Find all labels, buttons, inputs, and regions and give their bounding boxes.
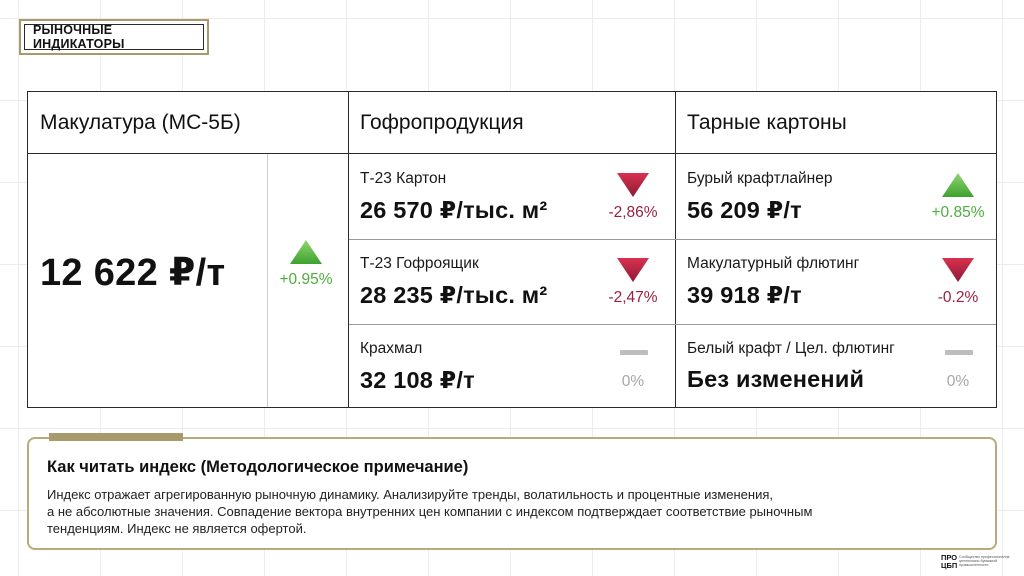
note-line: а не абсолютные значения. Совпадение век… <box>47 504 813 519</box>
logo-line: ПРО <box>941 553 958 562</box>
makulatura-price: 12 622 ₽/т <box>40 252 226 294</box>
header-gofro: Гофропродукция <box>360 111 524 134</box>
header-makulatura: Макулатура (МС-5Б) <box>40 111 241 134</box>
karton-label: Белый крафт / Цел. флютинг <box>687 340 895 357</box>
note-text: Индекс отражает агрегированную рыночную … <box>47 486 977 537</box>
karton-change: -0.2% <box>937 289 979 306</box>
arrow-up-icon <box>290 240 322 264</box>
procbp-logo: ПРО ЦБП Сообщество профессионалов целлюл… <box>941 554 1021 572</box>
karton-label: Макулатурный флютинг <box>687 255 860 272</box>
row-divider <box>349 324 996 325</box>
no-change-icon <box>945 350 973 355</box>
column-divider <box>675 92 676 407</box>
gofro-label: Крахмал <box>360 340 423 357</box>
no-change-icon <box>620 350 648 355</box>
header-karton: Тарные картоны <box>687 111 847 134</box>
gofro-price: 32 108 ₽/т <box>360 367 475 393</box>
logo-mark: ПРО ЦБП <box>941 554 957 570</box>
column-divider <box>348 92 349 407</box>
gofro-price: 26 570 ₽/тыс. м² <box>360 197 548 223</box>
gofro-label: Т-23 Картон <box>360 170 447 187</box>
arrow-down-icon <box>617 173 649 197</box>
logo-subtitle: Сообщество профессионалов целлюлозно-бум… <box>959 555 1010 567</box>
note-title: Как читать индекс (Методологическое прим… <box>47 458 469 476</box>
arrow-up-icon <box>942 173 974 197</box>
cell-divider <box>267 154 268 407</box>
gofro-change: -2,86% <box>608 204 658 221</box>
note-line: Индекс отражает агрегированную рыночную … <box>47 487 774 502</box>
arrow-down-icon <box>942 258 974 282</box>
karton-change: 0% <box>946 373 970 390</box>
karton-price: Без изменений <box>687 366 865 392</box>
makulatura-change: +0.95% <box>279 271 333 288</box>
row-divider <box>349 239 996 240</box>
indicators-table: Макулатура (МС-5Б) Гофропродукция Тарные… <box>27 91 997 408</box>
gofro-change: 0% <box>621 373 645 390</box>
karton-price: 39 918 ₽/т <box>687 282 802 308</box>
methodology-note: Как читать индекс (Методологическое прим… <box>27 433 997 550</box>
gofro-label: Т-23 Гофроящик <box>360 255 479 272</box>
gofro-price: 28 235 ₽/тыс. м² <box>360 282 548 308</box>
note-line: тенденциям. Индекс не является офертой. <box>47 521 307 536</box>
logo-line: ЦБП <box>941 561 958 570</box>
karton-change: +0.85% <box>931 204 985 221</box>
header-divider <box>28 153 996 154</box>
karton-price: 56 209 ₽/т <box>687 197 802 223</box>
note-accent-bar <box>49 433 183 441</box>
section-tag: РЫНОЧНЫЕ ИНДИКАТОРЫ <box>24 23 204 51</box>
gofro-change: -2,47% <box>608 289 658 306</box>
karton-label: Бурый крафтлайнер <box>687 170 833 187</box>
arrow-down-icon <box>617 258 649 282</box>
